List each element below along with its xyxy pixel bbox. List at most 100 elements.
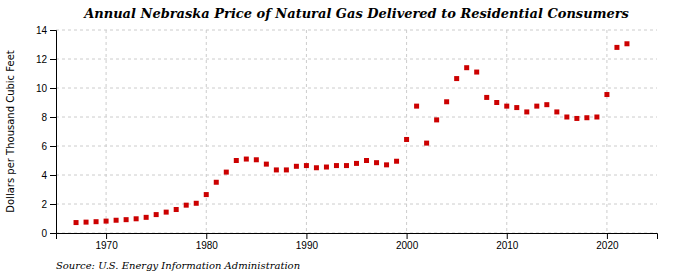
point <box>344 163 349 168</box>
point <box>234 158 239 163</box>
point <box>504 104 509 109</box>
y-axis-tick-label: 0 <box>41 228 47 239</box>
y-axis-title: Dollars per Thousand Cubic Feet <box>5 50 16 213</box>
y-axis-tick-label: 8 <box>41 112 47 123</box>
point <box>184 203 189 208</box>
grid-line-y <box>56 175 657 176</box>
point <box>84 220 89 225</box>
grid-line-y <box>56 88 657 89</box>
grid-line-y <box>56 30 657 31</box>
point <box>204 192 209 197</box>
point <box>244 157 249 162</box>
x-axis: 1970 1980 1990 2000 2010 2020 <box>57 233 658 251</box>
x-axis-tick: 1990 <box>296 233 319 251</box>
y-axis-tick: 8 <box>41 112 56 123</box>
point <box>434 117 439 122</box>
point <box>404 137 409 142</box>
point <box>334 163 339 168</box>
x-axis-tick-label: 2020 <box>596 240 619 251</box>
point <box>494 100 499 105</box>
y-axis-line <box>50 31 57 234</box>
x-axis-tick: 2020 <box>596 233 619 251</box>
y-axis: 0 2 4 6 8 10 12 14 <box>36 25 57 239</box>
x-axis-tick-label: 1990 <box>296 240 319 251</box>
grid-line-x <box>606 30 607 233</box>
plot-area: 1970 1980 1990 2000 2010 2020 0 2 4 6 8 10 12 14 <box>36 25 658 251</box>
point <box>274 167 279 172</box>
x-axis-tick-mark <box>507 233 508 239</box>
point <box>414 104 419 109</box>
y-axis-tick-mark <box>50 88 56 89</box>
point <box>544 102 549 107</box>
grid-line-y <box>56 59 657 60</box>
point <box>614 45 619 50</box>
grid-line-x <box>406 30 407 233</box>
y-axis-tick: 12 <box>36 54 56 65</box>
y-axis-tick-label: 14 <box>36 25 48 36</box>
chart: 1970 1980 1990 2000 2010 2020 0 2 4 6 8 10 12 14 Annua… <box>0 0 675 275</box>
x-axis-tick-label: 2000 <box>396 240 419 251</box>
point <box>164 210 169 215</box>
point <box>524 109 529 114</box>
point <box>354 161 359 166</box>
point <box>284 167 289 172</box>
point <box>554 109 559 114</box>
point <box>124 217 129 222</box>
y-axis-tick-mark <box>50 146 56 147</box>
y-axis-tick: 6 <box>41 141 56 152</box>
x-axis-tick-mark <box>407 233 408 239</box>
y-axis-tick-label: 12 <box>36 54 48 65</box>
x-axis-tick-mark <box>206 233 207 239</box>
point <box>604 92 609 97</box>
point <box>584 115 589 120</box>
y-axis-tick-label: 2 <box>41 199 47 210</box>
point <box>134 216 139 221</box>
y-axis-tick: 14 <box>36 25 56 36</box>
title: Annual Nebraska Price of Natural Gas Del… <box>82 6 629 21</box>
point <box>594 115 599 120</box>
y-axis-tick-mark <box>50 30 56 31</box>
point <box>194 201 199 206</box>
y-axis-tick-label: 6 <box>41 141 47 152</box>
point <box>154 212 159 217</box>
y-axis-tick-mark <box>50 175 56 176</box>
point <box>144 215 149 220</box>
y-axis-tick: 10 <box>36 83 56 94</box>
grid-line-x <box>306 30 307 233</box>
point <box>364 158 369 163</box>
x-axis-tick: 2000 <box>396 233 419 251</box>
point <box>254 157 259 162</box>
y-axis-tick-mark <box>50 233 56 234</box>
point <box>324 165 329 170</box>
point <box>514 105 519 110</box>
x-axis-tick-mark <box>106 233 107 239</box>
y-axis-tick-mark <box>50 59 56 60</box>
x-axis-tick-mark <box>306 233 307 239</box>
x-axis-tick-label: 1970 <box>95 240 118 251</box>
x-axis-tick: 1980 <box>196 233 219 251</box>
grid-line-x <box>506 30 507 233</box>
points <box>74 41 630 225</box>
grid <box>56 30 657 233</box>
x-axis-line <box>57 234 658 240</box>
point <box>74 220 79 225</box>
point <box>304 163 309 168</box>
point <box>444 99 449 104</box>
point <box>174 207 179 212</box>
point <box>104 219 109 224</box>
source: Source: U.S. Energy Information Administ… <box>56 260 300 271</box>
x-axis-tick-mark <box>607 233 608 239</box>
grid-line-x <box>106 30 107 233</box>
point <box>534 104 539 109</box>
y-axis-tick: 4 <box>41 170 56 181</box>
y-axis-tick: 2 <box>41 199 56 210</box>
x-axis-tick: 2010 <box>496 233 519 251</box>
y-axis-tick-mark <box>50 117 56 118</box>
y-axis-tick-label: 10 <box>36 83 48 94</box>
point <box>624 41 629 46</box>
point <box>564 115 569 120</box>
x-axis-tick: 1970 <box>95 233 118 251</box>
point <box>94 219 99 224</box>
point <box>264 162 269 167</box>
y-axis-tick-mark <box>50 204 56 205</box>
